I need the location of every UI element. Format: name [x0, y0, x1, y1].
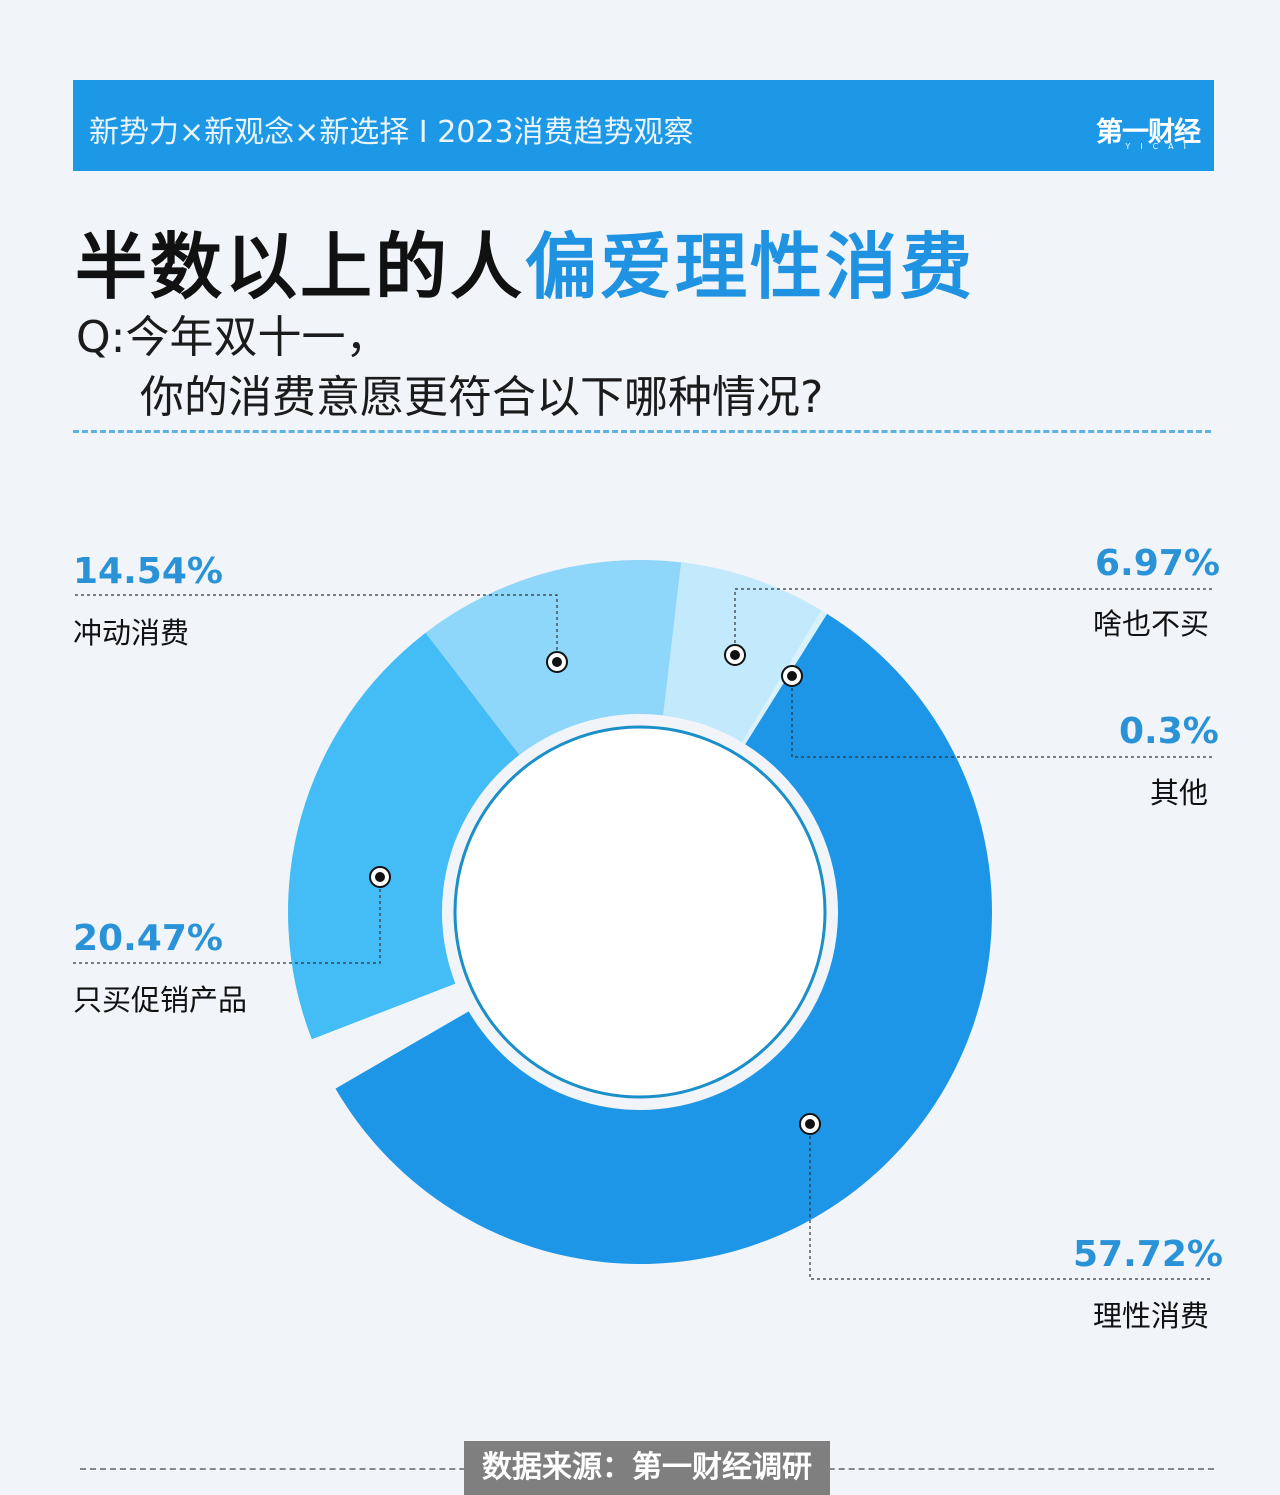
headline-part2: 偏爱理性消费: [525, 225, 976, 309]
slice-value-other: 0.3%: [1119, 711, 1219, 752]
slice-label-other: 其他: [1150, 776, 1209, 810]
marker-dot-other: [787, 671, 797, 681]
marker-dot-impulse: [552, 657, 562, 667]
leader-line-other: [791, 676, 1212, 758]
section-divider: [73, 430, 1211, 433]
marker-dot-nothing: [730, 650, 740, 660]
slice-label-nothing: 啥也不买: [1093, 607, 1210, 641]
slice-label-impulse: 冲动消费: [73, 616, 190, 650]
yicai-logo: 第一财经: [1096, 117, 1201, 148]
donut-slice-rational: [335, 613, 993, 1265]
question-line2: 你的消费意愿更符合以下哪种情况?: [140, 372, 824, 423]
header-banner: 新势力×新观念×新选择 I 2023消费趋势观察 第一财经 YICAI: [73, 80, 1214, 171]
donut-slice-promo: [288, 632, 520, 1040]
donut-hole: [468, 740, 812, 1084]
donut-slice-impulse: [425, 560, 731, 755]
slice-value-promo: 20.47%: [73, 918, 223, 959]
leader-line-promo: [73, 877, 381, 964]
leader-line-nothing: [734, 588, 1212, 655]
marker-dot-rational: [805, 1119, 815, 1129]
leader-line-impulse: [73, 594, 558, 662]
leader-line-rational: [809, 1124, 1212, 1280]
slice-value-rational: 57.72%: [1073, 1234, 1223, 1275]
headline-part1: 半数以上的人: [75, 225, 526, 309]
slice-value-nothing: 6.97%: [1095, 543, 1220, 584]
question-line1: Q:今年双十一，: [76, 312, 390, 363]
data-source: 数据来源：第一财经调研: [464, 1441, 830, 1495]
slice-label-promo: 只买促销产品: [73, 983, 248, 1017]
survey-question: Q:今年双十一， 你的消费意愿更符合以下哪种情况?: [76, 308, 823, 428]
headline: 半数以上的人偏爱理性消费: [75, 208, 975, 313]
slice-label-rational: 理性消费: [1093, 1299, 1210, 1333]
marker-dot-promo: [375, 872, 385, 882]
banner-title: 新势力×新观念×新选择 I 2023消费趋势观察: [89, 115, 694, 150]
slice-value-impulse: 14.54%: [73, 551, 223, 592]
yicai-logo-sub: YICAI: [1125, 142, 1196, 151]
